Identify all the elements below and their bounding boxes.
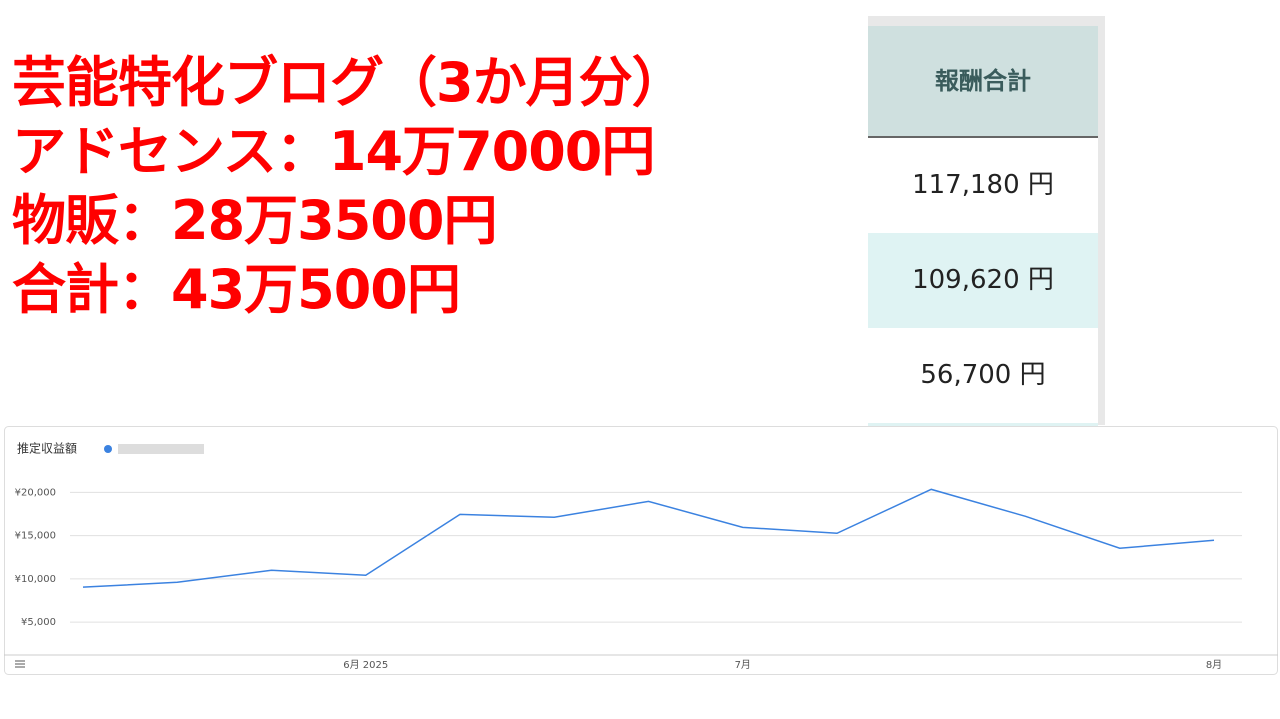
x-tick-label: 7月 xyxy=(735,659,751,671)
table: 報酬合計 117,180 円 109,620 円 56,700 円 xyxy=(868,26,1098,428)
y-tick-label: ¥15,000 xyxy=(15,531,56,542)
headline-line: 芸能特化ブログ（3か月分） xyxy=(12,51,686,114)
table-cell: 117,180 円 xyxy=(868,138,1098,233)
chart-title: 推定収益額 xyxy=(17,441,77,456)
headline-line: 物販：28万3500円 xyxy=(12,189,497,252)
headline: 芸能特化ブログ（3か月分） アドセンス：14万7000円 物販：28万3500円… xyxy=(12,48,686,324)
x-tick-label: 6月 2025 xyxy=(343,659,388,671)
legend-marker xyxy=(104,445,112,453)
headline-line: 合計：43万500円 xyxy=(12,258,461,321)
y-tick-label: ¥5,000 xyxy=(21,617,56,628)
x-tick-label: 8月 xyxy=(1206,659,1222,671)
table-cell: 56,700 円 xyxy=(868,328,1098,423)
table-cell: 109,620 円 xyxy=(868,233,1098,328)
chart-card xyxy=(4,426,1278,675)
table-row-edge xyxy=(868,423,1098,428)
line xyxy=(82,488,1215,588)
y-tick-label: ¥20,000 xyxy=(15,487,56,498)
legend-blur xyxy=(118,444,204,454)
y-tick-label: ¥10,000 xyxy=(15,574,56,585)
table-header: 報酬合計 xyxy=(868,26,1098,138)
headline-line: アドセンス：14万7000円 xyxy=(12,120,655,183)
menu-icon[interactable] xyxy=(15,660,25,668)
